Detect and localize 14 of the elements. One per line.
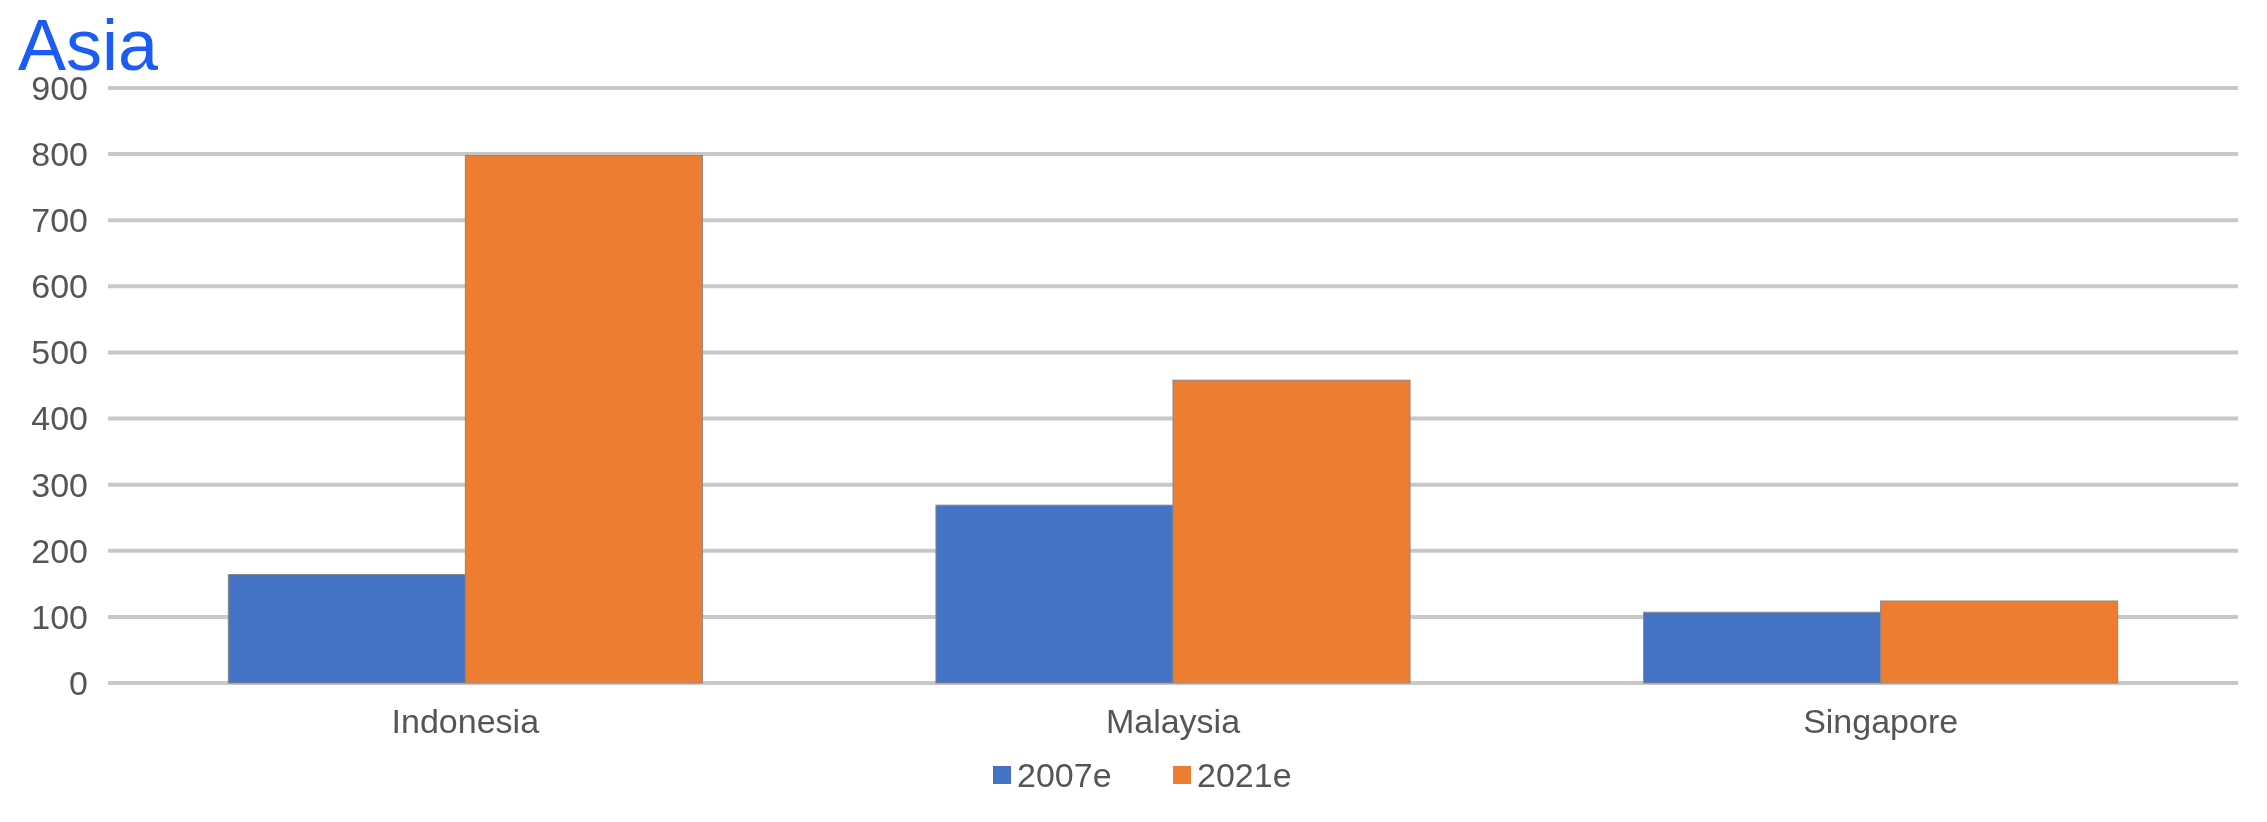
y-tick-label: 700 [31,201,88,240]
legend-label: 2021e [1197,755,1292,794]
y-tick-label: 800 [31,135,88,174]
x-tick-label: Indonesia [391,702,540,740]
y-tick-label: 200 [31,531,88,570]
legend-label: 2007e [1017,755,1112,794]
y-tick-label: 400 [31,399,88,438]
y-tick-label: 0 [69,663,88,702]
x-tick-label: Malaysia [1105,702,1241,740]
x-tick-label: Singapore [1803,702,1959,740]
y-tick-label: 100 [31,597,88,636]
y-tick-label: 500 [31,333,88,372]
y-tick-label: 300 [31,465,88,504]
y-tick-label: 600 [31,267,88,306]
